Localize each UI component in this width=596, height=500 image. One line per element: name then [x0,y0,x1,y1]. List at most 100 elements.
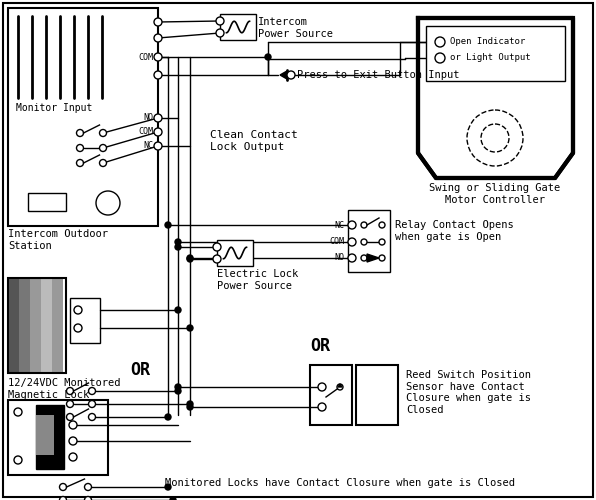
Text: Monitored Locks have Contact Closure when gate is Closed: Monitored Locks have Contact Closure whe… [165,478,515,488]
Circle shape [287,71,295,79]
Circle shape [175,239,181,245]
Circle shape [76,144,83,152]
Circle shape [379,239,385,245]
Circle shape [69,437,77,445]
Text: Intercom Outdoor
Station: Intercom Outdoor Station [8,229,108,250]
Bar [19,278,30,373]
Polygon shape [367,254,379,262]
Text: COM: COM [138,128,153,136]
Bar [36,405,64,469]
Bar [41,278,52,373]
Bar [356,365,398,425]
Text: NO: NO [334,254,344,262]
Circle shape [265,54,271,60]
Circle shape [318,383,326,391]
Bar [220,14,256,40]
Bar [217,240,253,266]
Circle shape [96,191,120,215]
Circle shape [187,255,193,261]
Circle shape [60,496,67,500]
Circle shape [165,414,171,420]
Text: 12/24VDC Monitored
Magnetic Lock: 12/24VDC Monitored Magnetic Lock [8,378,120,400]
Circle shape [175,307,181,313]
Circle shape [67,414,73,420]
Circle shape [187,256,193,262]
Circle shape [85,496,92,500]
Circle shape [175,388,181,394]
Bar [8,278,66,373]
Circle shape [165,222,171,228]
Circle shape [175,244,181,250]
Circle shape [165,484,171,490]
Bar [36,415,54,455]
Circle shape [348,238,356,246]
Circle shape [213,255,221,263]
Circle shape [348,221,356,229]
Circle shape [348,254,356,262]
Text: Monitor Input: Monitor Input [16,103,92,113]
Circle shape [318,403,326,411]
Circle shape [361,255,367,261]
Circle shape [379,255,385,261]
Circle shape [361,239,367,245]
Text: Reed Switch Position
Sensor have Contact
Closure when gate is
Closed: Reed Switch Position Sensor have Contact… [406,370,531,415]
Text: COM: COM [329,238,344,246]
Circle shape [88,414,95,420]
Bar [8,8,158,226]
Bar [52,278,63,373]
Circle shape [85,484,92,490]
Bar [426,26,565,81]
Circle shape [100,160,107,166]
Circle shape [154,53,162,61]
Polygon shape [418,18,573,178]
Circle shape [67,400,73,407]
Circle shape [154,142,162,150]
Circle shape [216,29,224,37]
Circle shape [76,130,83,136]
Bar [8,278,19,373]
Circle shape [69,421,77,429]
Bar [8,400,108,475]
Circle shape [14,408,22,416]
Bar [310,365,352,425]
Circle shape [337,384,343,390]
Text: Intercom
Power Source: Intercom Power Source [258,17,333,38]
Circle shape [67,388,73,394]
Circle shape [100,130,107,136]
Bar [70,298,100,343]
Circle shape [379,222,385,228]
Polygon shape [338,384,342,387]
Circle shape [187,325,193,331]
Circle shape [88,388,95,394]
Text: Swing or Sliding Gate
Motor Controller: Swing or Sliding Gate Motor Controller [429,183,561,204]
Circle shape [154,71,162,79]
Circle shape [170,497,176,500]
Bar [30,278,41,373]
Text: NC: NC [143,142,153,150]
Circle shape [187,401,193,407]
Circle shape [74,306,82,314]
Text: NO: NO [143,114,153,122]
Circle shape [154,34,162,42]
Circle shape [60,484,67,490]
Text: Relay Contact Opens
when gate is Open: Relay Contact Opens when gate is Open [395,220,514,242]
Circle shape [74,324,82,332]
Circle shape [154,114,162,122]
Circle shape [435,53,445,63]
Text: COM: COM [138,52,153,62]
Circle shape [154,18,162,26]
Bar [348,210,390,272]
Circle shape [88,400,95,407]
Circle shape [154,128,162,136]
Circle shape [69,453,77,461]
Text: OR: OR [130,361,150,379]
Text: Open Indicator: Open Indicator [450,38,525,46]
Circle shape [100,144,107,152]
Text: NC: NC [334,220,344,230]
Text: Press to Exit Button Input: Press to Exit Button Input [297,70,460,80]
Bar [28,193,66,211]
Circle shape [216,17,224,25]
Text: Electric Lock
Power Source: Electric Lock Power Source [217,269,298,290]
Polygon shape [280,71,287,79]
Text: Clean Contact
Lock Output: Clean Contact Lock Output [210,130,298,152]
